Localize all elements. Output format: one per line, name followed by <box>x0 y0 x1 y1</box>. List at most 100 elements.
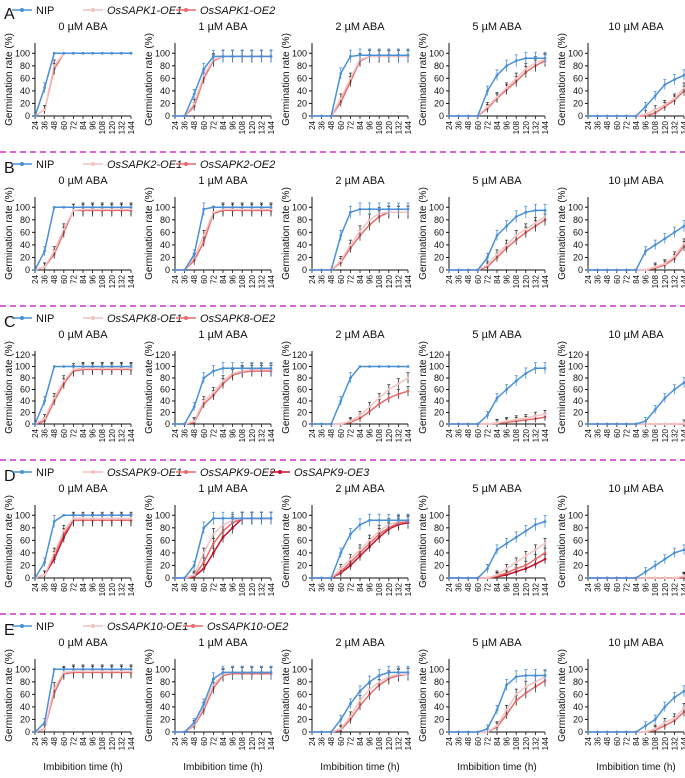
data-point <box>120 365 123 368</box>
data-point <box>221 205 225 209</box>
data-point <box>260 671 263 674</box>
data-point <box>269 671 273 674</box>
data-point <box>250 366 254 370</box>
series-line <box>588 707 685 733</box>
data-point <box>110 667 114 671</box>
data-point <box>406 53 410 57</box>
y-tick-label: 0 <box>165 727 170 737</box>
x-tick-label: 132 <box>257 428 266 442</box>
y-tick-label: 80 <box>20 373 30 383</box>
x-tick-label: 132 <box>257 120 266 134</box>
x-tick-label: 144 <box>267 582 276 596</box>
data-point <box>43 399 46 403</box>
legend-marker <box>20 470 24 474</box>
x-tick-label: 84 <box>493 736 502 745</box>
data-point <box>505 708 508 712</box>
x-tick-label: 36 <box>594 428 603 437</box>
data-point <box>329 422 333 426</box>
x-tick-label: 48 <box>464 274 473 283</box>
x-tick-label: 72 <box>483 428 492 437</box>
x-tick-label: 96 <box>229 274 238 283</box>
data-point <box>329 114 333 118</box>
panel-label: D <box>4 468 16 485</box>
data-point <box>72 667 75 671</box>
data-point <box>514 234 518 237</box>
y-tick-label: 80 <box>160 373 170 383</box>
data-point <box>625 422 628 426</box>
series-line <box>449 60 546 117</box>
data-point <box>406 376 410 380</box>
legend-label: OsSAPK2-OE2 <box>200 159 275 171</box>
x-tick-label: 72 <box>69 428 78 437</box>
data-point <box>524 529 528 533</box>
data-point <box>605 730 609 734</box>
x-tick-label: 24 <box>31 120 40 129</box>
x-tick-label: 24 <box>171 274 180 283</box>
x-tick-label: 48 <box>50 274 59 283</box>
y-tick-label: 0 <box>25 111 30 121</box>
data-point <box>202 73 206 77</box>
x-tick-label: 96 <box>366 120 375 129</box>
x-tick-label: 60 <box>200 428 209 437</box>
data-point <box>673 696 676 699</box>
data-point <box>605 422 609 426</box>
panel-a: A NIP OsSAPK1-OE1 OsSAPK1-OE2 0 µM ABA 0 20 40 6… <box>0 5 685 153</box>
y-tick-label: 20 <box>573 252 583 262</box>
data-point <box>120 51 123 55</box>
legend-marker <box>91 316 95 320</box>
data-point <box>202 67 206 71</box>
y-tick-label: 0 <box>165 265 170 275</box>
panel-label: A <box>4 6 15 23</box>
x-tick-label: 132 <box>531 120 540 134</box>
x-tick-label: 132 <box>670 582 679 596</box>
data-point <box>377 365 381 368</box>
x-tick-label: 132 <box>394 428 403 442</box>
data-point <box>72 205 75 209</box>
data-point <box>615 422 619 426</box>
data-point <box>173 576 177 580</box>
x-tick-label: 24 <box>445 274 454 283</box>
data-point <box>310 576 314 580</box>
x-tick-label: 84 <box>79 120 88 129</box>
data-point <box>349 210 352 214</box>
data-point <box>81 517 85 520</box>
data-point <box>100 51 104 55</box>
x-tick-label: 132 <box>117 582 126 596</box>
data-point <box>514 379 518 383</box>
y-tick-label: 40 <box>20 86 30 96</box>
data-point <box>634 422 638 426</box>
x-tick-label: 120 <box>661 428 670 442</box>
data-point <box>62 379 66 383</box>
data-point <box>240 205 244 209</box>
y-tick-label: 20 <box>160 408 170 418</box>
y-tick-label: 80 <box>160 523 170 533</box>
y-tick-label: 100 <box>15 48 30 58</box>
y-tick-label: 60 <box>160 689 170 699</box>
subplot-title: 5 µM ABA <box>472 637 522 649</box>
legend-label: OsSAPK1-OE1 <box>107 5 182 17</box>
x-tick-label: 84 <box>356 736 365 745</box>
data-point <box>495 548 499 552</box>
data-point <box>202 526 206 530</box>
data-point <box>43 265 46 269</box>
x-tick-label: 36 <box>318 582 327 591</box>
data-point <box>100 205 104 209</box>
series-line <box>34 517 131 579</box>
data-point <box>110 205 114 209</box>
x-tick-label: 144 <box>127 428 136 442</box>
data-point <box>514 560 518 564</box>
data-point <box>52 64 56 68</box>
data-point <box>596 422 599 426</box>
data-point <box>495 73 499 77</box>
data-point <box>586 114 590 118</box>
y-tick-label: 0 <box>165 111 170 121</box>
y-tick-label: 20 <box>297 714 307 724</box>
data-point <box>682 73 685 77</box>
y-tick-label: 20 <box>434 98 444 108</box>
data-point <box>339 399 343 403</box>
y-tick-label: 40 <box>573 396 583 406</box>
data-point <box>505 243 508 247</box>
x-tick-label: 84 <box>632 582 641 591</box>
data-point <box>52 205 56 209</box>
